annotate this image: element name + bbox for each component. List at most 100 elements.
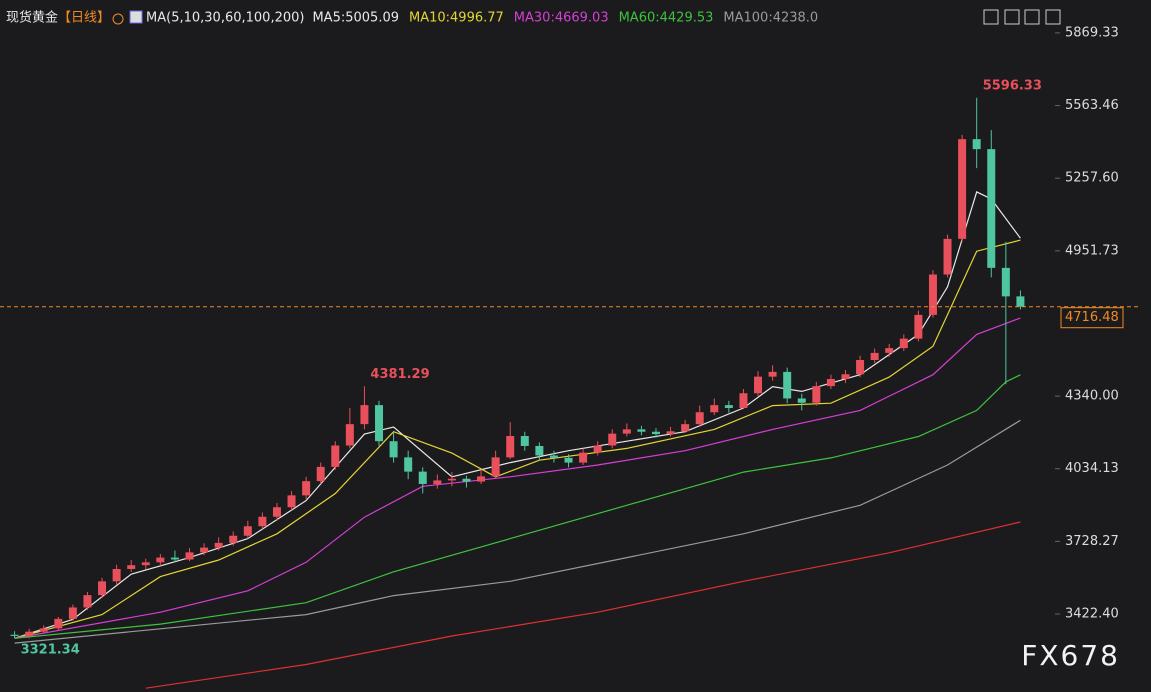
candle-body <box>418 471 427 484</box>
candle-body <box>724 405 733 408</box>
y-tick-label: 5563.46 <box>1065 98 1119 113</box>
candle-body <box>651 431 660 435</box>
candle-body <box>25 631 34 636</box>
candle-body <box>841 374 850 380</box>
candle-body <box>316 466 325 482</box>
candle-body <box>535 445 544 456</box>
candle-body <box>681 424 690 432</box>
candle-body <box>302 481 311 496</box>
ma-line <box>14 239 1021 639</box>
candle-body <box>972 139 981 150</box>
candle-body <box>899 338 908 349</box>
y-tick-label: 3422.40 <box>1065 607 1119 622</box>
high-annotation: 4381.29 <box>370 367 429 382</box>
candle-body <box>447 478 456 481</box>
candle-body <box>141 562 150 566</box>
legend-entry: MA30:4669.03 <box>514 11 609 26</box>
candle-body <box>783 371 792 399</box>
candle-body <box>1001 267 1010 297</box>
legend-entry: MA5:5005.09 <box>312 11 399 26</box>
candle-body <box>433 480 442 484</box>
candle-body <box>666 431 675 435</box>
candle-body <box>54 618 63 629</box>
candle-body <box>768 371 777 377</box>
candle-body <box>331 445 340 467</box>
ma-line <box>145 521 1021 689</box>
y-tick-label: 4340.00 <box>1065 389 1119 404</box>
candle-body <box>404 457 413 472</box>
candle-body <box>287 495 296 508</box>
y-tick-label: 5869.33 <box>1065 25 1119 40</box>
last-price-box <box>1060 307 1124 329</box>
candle-body <box>739 393 748 408</box>
candle-body <box>695 412 704 425</box>
candle-body <box>958 139 967 239</box>
tool-icon[interactable] <box>1024 9 1040 25</box>
add-icon[interactable] <box>112 13 124 25</box>
candle-body <box>549 455 558 458</box>
candle-body <box>885 348 894 353</box>
legend-entry: MA10:4996.77 <box>409 11 504 26</box>
y-tick-label: 4034.13 <box>1065 461 1119 476</box>
candle-body <box>98 581 107 596</box>
y-tick-label: 5257.60 <box>1065 171 1119 186</box>
candle-body <box>637 429 646 432</box>
candle-body <box>608 433 617 446</box>
tool-icon[interactable] <box>1045 9 1061 25</box>
candle-body <box>389 441 398 458</box>
y-tick-label: 3728.27 <box>1065 534 1119 549</box>
ma-title: MA(5,10,30,60,100,200) <box>146 11 304 26</box>
period: 【日线】 <box>58 11 110 26</box>
candle-body <box>243 526 252 536</box>
ma-icon[interactable] <box>129 10 143 24</box>
legend-entry: MA100:4238.0 <box>723 11 818 26</box>
candle-body <box>127 565 136 569</box>
candle-body <box>185 552 194 560</box>
y-tick-label: 4951.73 <box>1065 243 1119 258</box>
candle-body <box>345 424 354 446</box>
candle-body <box>214 542 223 548</box>
candle-body <box>826 379 835 387</box>
candle-body <box>10 634 19 636</box>
ma-line <box>14 419 1021 644</box>
candle-body <box>622 429 631 434</box>
candle-body <box>579 452 588 463</box>
candle-body <box>375 405 384 442</box>
candle-body <box>812 386 821 403</box>
candle-body <box>83 595 92 608</box>
low-annotation: 3321.34 <box>21 643 80 658</box>
candle-body <box>856 360 865 375</box>
plot-area <box>10 97 1025 689</box>
candle-body <box>462 478 471 482</box>
candle-body <box>870 352 879 361</box>
candle-body <box>491 457 500 477</box>
candle-body <box>477 476 486 482</box>
tool-icon[interactable] <box>983 9 999 25</box>
candle-body <box>112 568 121 582</box>
candle-body <box>943 238 952 275</box>
ma-line <box>14 374 1021 639</box>
candle-body <box>156 557 165 563</box>
ma-line <box>14 317 1021 639</box>
candle-body <box>39 628 48 632</box>
candle-body <box>68 607 77 619</box>
candle-body <box>170 557 179 560</box>
watermark: FX678 <box>1021 639 1120 672</box>
instrument: 现货黄金 <box>6 10 58 26</box>
candle-body <box>754 376 763 394</box>
header: 现货黄金 【日线】 MA(5,10,30,60,100,200) <box>6 10 304 26</box>
legend-entry: MA60:4429.53 <box>619 11 714 26</box>
candle-body <box>520 436 529 446</box>
candle-body <box>914 314 923 339</box>
candle-body <box>1016 296 1025 307</box>
candle-body <box>593 445 602 453</box>
candle-body <box>928 274 937 315</box>
candle-body <box>258 516 267 527</box>
tool-icon[interactable] <box>1004 9 1020 25</box>
candle-body <box>229 535 238 543</box>
candle-body <box>797 398 806 403</box>
candle-body <box>506 436 515 458</box>
high-annotation: 5596.33 <box>983 78 1042 93</box>
